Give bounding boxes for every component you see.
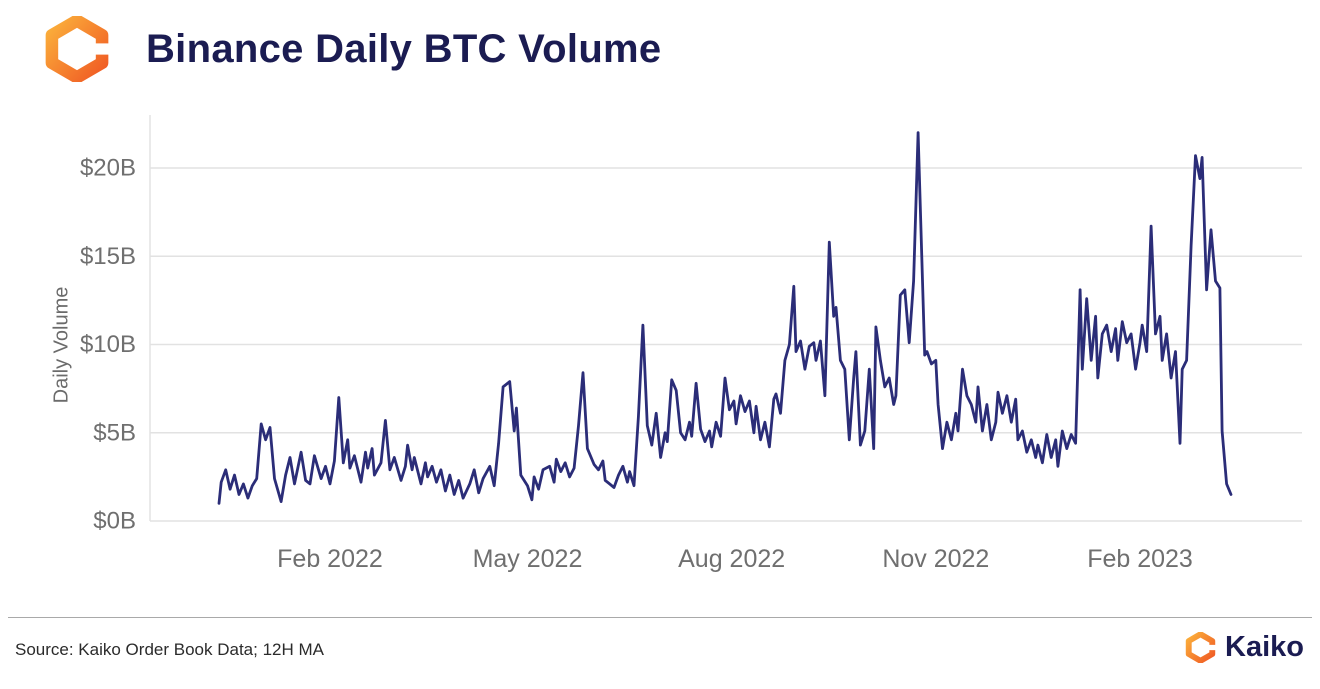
volume-chart: $0B $5B $10B $15B $20B Feb 2022 May 2022 Aug 20… [80, 115, 1302, 573]
kaiko-logo-icon [1185, 632, 1217, 663]
volume-line [217, 131, 1233, 505]
x-tick-label: Feb 2022 [277, 545, 383, 573]
footer-divider [8, 617, 1312, 618]
x-tick-label: Aug 2022 [678, 545, 785, 573]
page-title: Binance Daily BTC Volume [146, 26, 662, 71]
header: Binance Daily BTC Volume [44, 16, 661, 82]
y-tick-label: $5B [93, 419, 136, 446]
y-tick-label: $20B [80, 155, 136, 182]
x-tick-label: Feb 2023 [1087, 545, 1193, 573]
x-tick-label: Nov 2022 [882, 545, 989, 573]
brand-wordmark: Kaiko [1225, 631, 1304, 663]
brand-footer: Kaiko [1185, 631, 1304, 664]
kaiko-logo-icon [45, 16, 110, 82]
y-tick-label: $0B [93, 508, 136, 535]
y-tick-label: $10B [80, 331, 136, 358]
source-note: Source: Kaiko Order Book Data; 12H MA [15, 640, 324, 659]
y-tick-label: $15B [80, 243, 136, 270]
x-tick-label: May 2022 [473, 545, 583, 573]
